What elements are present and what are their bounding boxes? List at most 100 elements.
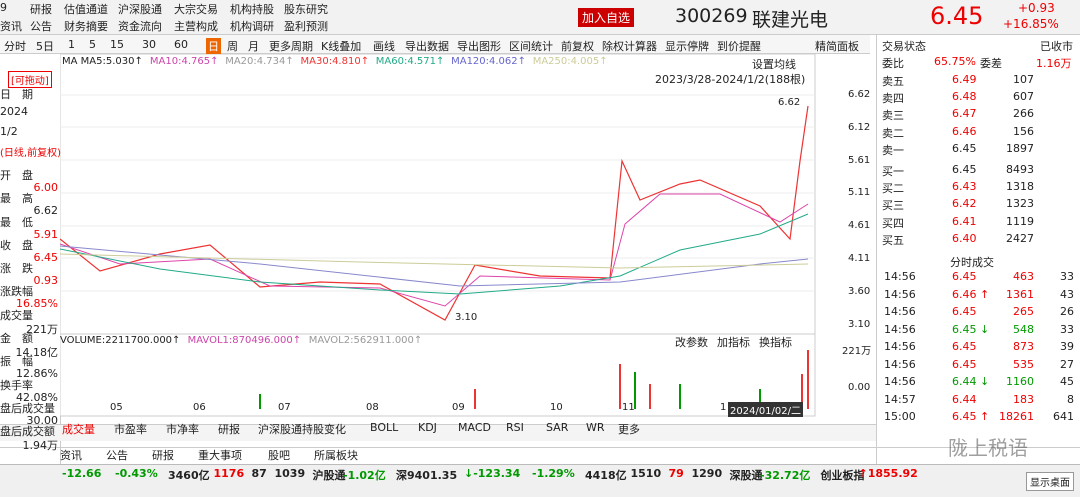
toolbar-button[interactable]: 1 <box>68 38 75 51</box>
toolbar-button[interactable]: 5 <box>89 38 96 51</box>
toolbar-button[interactable]: 显示停牌 <box>665 40 709 53</box>
toolbar-button[interactable]: 周 <box>227 40 238 53</box>
menu-item[interactable]: 机构调研 <box>230 20 274 33</box>
indicator-button[interactable]: 换指标 <box>759 336 792 349</box>
toolbar-button[interactable]: 前复权 <box>561 40 594 53</box>
add-watchlist-button[interactable]: 加入自选 <box>578 8 635 27</box>
info-value: 12.86% <box>16 367 58 381</box>
news-tab[interactable]: 重大事项 <box>198 449 242 462</box>
info-label: 成交量 <box>0 308 33 322</box>
book-volume: 1318 <box>1006 180 1034 194</box>
market-status: 已收市 <box>1040 40 1073 53</box>
book-price: 6.49 <box>952 73 977 86</box>
toolbar-button[interactable]: 导出数据 <box>405 40 449 53</box>
menu-item[interactable]: 机构持股 <box>230 3 274 16</box>
menu-item[interactable]: 盈利预测 <box>284 20 328 33</box>
ma-settings[interactable]: 设置均线 <box>752 58 796 71</box>
menu-item[interactable]: 公告 <box>30 20 52 33</box>
indicator-button[interactable]: 加指标 <box>717 336 750 349</box>
toolbar-button[interactable]: 到价提醒 <box>717 40 761 53</box>
toolbar-button[interactable]: 日 <box>206 38 221 54</box>
menu-item[interactable]: 研报 <box>30 3 52 16</box>
trade-price: 6.44 ↓ <box>952 375 990 388</box>
indicator-tab[interactable]: 沪深股通持股变化 <box>258 423 346 436</box>
indicator-tab[interactable]: RSI <box>506 421 524 434</box>
x-axis-label: 06 <box>193 402 206 413</box>
menu-item[interactable]: 大宗交易 <box>174 3 218 16</box>
kline-chart <box>60 54 816 417</box>
ticker-item: 深9401.35 <box>396 469 458 482</box>
menu-item[interactable]: 9 <box>0 1 7 14</box>
low-marker: 3.10 <box>455 312 478 323</box>
ma-legend: MA250:4.005↑ <box>532 56 608 67</box>
toolbar-button[interactable]: 分时 <box>4 40 26 53</box>
trades-title: 分时成交 <box>950 256 994 269</box>
indicator-tab[interactable]: 研报 <box>218 423 240 436</box>
show-desktop-button[interactable]: 显示桌面 <box>1026 472 1074 491</box>
indicator-tab[interactable]: SAR <box>546 421 569 434</box>
toolbar-button[interactable]: 15 <box>110 38 124 51</box>
info-value: 221万 <box>26 322 58 336</box>
indicator-tab[interactable]: MACD <box>458 421 491 434</box>
menu-item[interactable]: 股东研究 <box>284 3 328 16</box>
trade-price: 6.45 <box>952 305 977 318</box>
bid-ratio: 65.75% <box>934 55 976 68</box>
toolbar-button[interactable]: 5日 <box>36 40 54 53</box>
ma-legend: MA MA5:5.030↑ <box>62 56 143 67</box>
news-tab[interactable]: 股吧 <box>268 449 290 462</box>
indicator-tab[interactable]: 更多 <box>618 423 640 436</box>
news-tab[interactable]: 公告 <box>106 449 128 462</box>
book-level: 买二 <box>882 182 904 196</box>
indicator-tab[interactable]: 市净率 <box>166 423 199 436</box>
indicator-tab[interactable]: BOLL <box>370 421 399 434</box>
last-price: 6.45 <box>930 2 984 30</box>
indicator-tab[interactable]: 成交量 <box>62 423 95 436</box>
news-tab[interactable]: 研报 <box>152 449 174 462</box>
toolbar-button[interactable]: K线叠加 <box>321 40 362 53</box>
volume-axis-label: 0.00 <box>848 382 871 393</box>
price-axis-label: 6.62 <box>848 89 871 100</box>
toolbar-button[interactable]: 区间统计 <box>509 40 553 53</box>
info-value: 0.93 <box>33 274 59 288</box>
ticker-item: 4418亿 <box>585 469 627 482</box>
trade-count: 33 <box>1060 322 1074 336</box>
toolbar-button[interactable]: 除权计算器 <box>602 40 657 53</box>
indicator-tab[interactable]: KDJ <box>418 421 437 434</box>
toolbar-button[interactable]: 导出图形 <box>457 40 501 53</box>
news-tab[interactable]: 资讯 <box>60 449 82 462</box>
indicator-tab[interactable]: WR <box>586 421 605 434</box>
book-volume: 266 <box>1013 107 1034 121</box>
menu-item[interactable]: 资金流向 <box>118 20 162 33</box>
trade-price: 6.45 <box>952 357 977 371</box>
info-value: 14.18亿 <box>15 345 59 359</box>
panel-toggle[interactable]: 精简面板 <box>815 40 859 53</box>
toolbar-button[interactable]: 月 <box>248 40 259 53</box>
info-value: 42.08% <box>16 390 58 404</box>
menu-item[interactable]: 沪深股通 <box>118 3 162 16</box>
indicator-button[interactable]: 改参数 <box>675 336 708 349</box>
trade-volume: 873 <box>1013 340 1034 353</box>
menu-item[interactable]: 主营构成 <box>174 20 218 33</box>
ticker-bar <box>0 464 1080 497</box>
menu-item[interactable]: 估值通道 <box>64 3 108 16</box>
trade-time: 14:56 <box>884 305 916 318</box>
menu-item[interactable]: 资讯 <box>0 20 22 33</box>
ma-legend: MA30:4.810↑ <box>300 56 370 67</box>
price-axis-label: 5.61 <box>848 154 871 166</box>
toolbar-button[interactable]: 30 <box>142 38 156 51</box>
high-marker: 6.62 <box>778 97 801 108</box>
price-axis-label: 4.61 <box>848 220 871 232</box>
indicator-tab[interactable]: 市盈率 <box>114 423 147 436</box>
ticker-item: -0.43% <box>115 467 158 480</box>
ticker-item: 沪股通 <box>312 469 346 482</box>
info-label: 2024 <box>0 105 28 119</box>
menu-item[interactable]: 财务摘要 <box>64 20 108 33</box>
trade-count: 26 <box>1060 305 1074 318</box>
book-level: 卖五 <box>882 75 904 88</box>
news-tab[interactable]: 所属板块 <box>314 449 358 462</box>
toolbar-button[interactable]: 更多周期 <box>269 40 313 53</box>
ticker-item: ↑1855.92 <box>858 467 918 480</box>
toolbar-button[interactable]: 画线 <box>373 40 395 53</box>
info-label: 金 额 <box>0 331 33 345</box>
toolbar-button[interactable]: 60 <box>174 38 188 51</box>
